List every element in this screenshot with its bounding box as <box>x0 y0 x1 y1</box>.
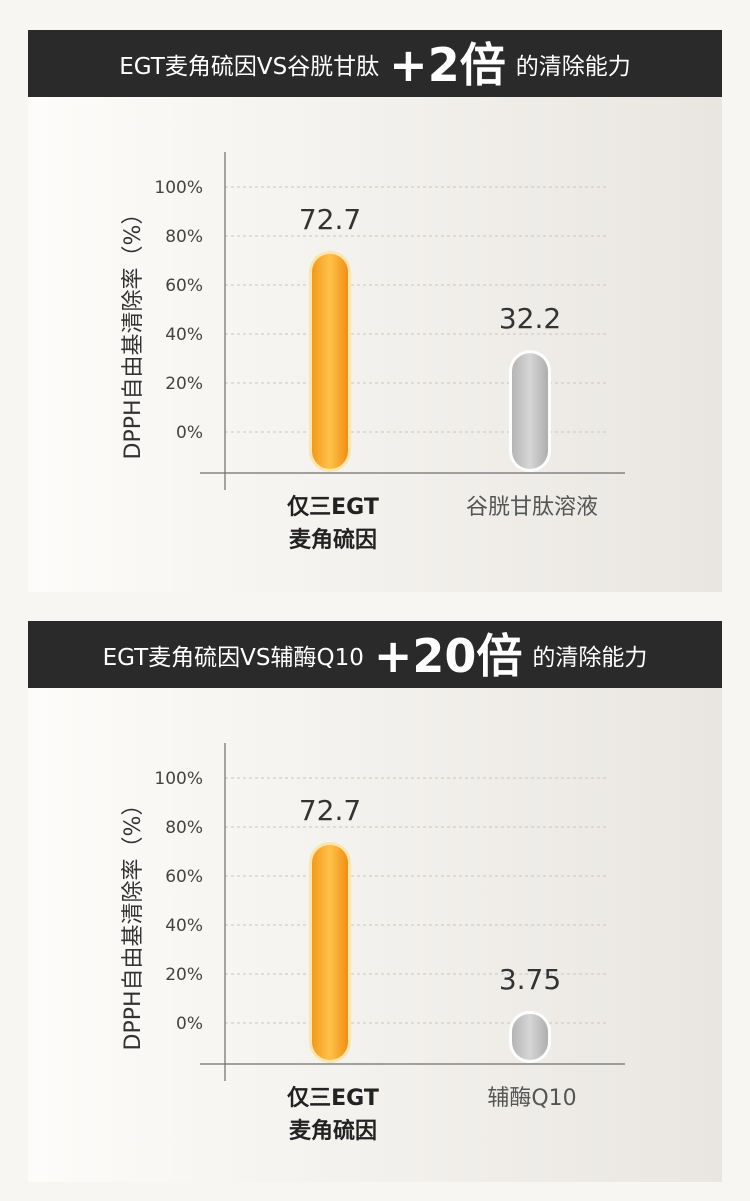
bar <box>512 1013 548 1060</box>
y-tick-label: 100% <box>154 178 203 198</box>
y-tick-label: 100% <box>154 769 203 789</box>
y-tick-label: 20% <box>165 965 203 985</box>
banner-multiplier: +20倍 <box>373 628 523 683</box>
y-tick-label: 0% <box>176 1014 203 1034</box>
bar-value-label: 72.7 <box>299 794 361 827</box>
category-label-line: 谷胱甘肽溶液 <box>465 495 598 520</box>
bar-chart: 100% 80% 60% 40% 20% 0% 72.7 3.75 <box>154 743 625 1081</box>
banner-prefix: EGT麦角硫因VS谷胱甘肽 <box>119 53 380 80</box>
y-tick-label: 60% <box>165 867 203 887</box>
bar-value-label: 32.2 <box>499 302 561 335</box>
bar <box>512 353 548 469</box>
category-label-line: 仅三EGT <box>287 495 379 520</box>
bar-value-label: 3.75 <box>499 963 561 996</box>
y-tick-label: 80% <box>165 818 203 838</box>
y-tick-label: 0% <box>176 423 203 443</box>
comparison-section-glutathione: EGT麦角硫因VS谷胱甘肽 +2倍 的清除能力 DPPH自由基清除率（%） 10… <box>28 30 722 592</box>
y-tick-label: 20% <box>165 374 203 394</box>
comparison-section-coq10: EGT麦角硫因VS辅酶Q10 +20倍 的清除能力 DPPH自由基清除率（%） … <box>28 621 722 1182</box>
banner-suffix: 的清除能力 <box>532 644 648 671</box>
banner-multiplier: +2倍 <box>389 37 506 92</box>
category-label-glutathione: 谷胱甘肽溶液 <box>422 491 642 524</box>
category-label-line: 辅酶Q10 <box>487 1086 577 1111</box>
bar <box>312 253 348 469</box>
y-tick-label: 80% <box>165 227 203 247</box>
category-label-line: 麦角硫因 <box>288 1119 377 1144</box>
banner-suffix: 的清除能力 <box>515 53 631 80</box>
category-label-line: 仅三EGT <box>287 1086 379 1111</box>
comparison-banner: EGT麦角硫因VS辅酶Q10 +20倍 的清除能力 <box>28 621 722 688</box>
y-tick-label: 40% <box>165 916 203 936</box>
category-label-egt: 仅三EGT 麦角硫因 <box>223 491 443 557</box>
bar-chart: 100% 80% 60% 40% 20% 0% 72.7 32.2 <box>154 152 625 490</box>
category-label-line: 麦角硫因 <box>288 528 377 553</box>
chart-panel: DPPH自由基清除率（%） 100% 80% 60% 40% 20% 0% 72.7 3.75… <box>28 688 722 1182</box>
category-label-coq10: 辅酶Q10 <box>422 1082 642 1115</box>
comparison-banner: EGT麦角硫因VS谷胱甘肽 +2倍 的清除能力 <box>28 30 722 97</box>
banner-prefix: EGT麦角硫因VS辅酶Q10 <box>102 644 364 671</box>
y-tick-label: 60% <box>165 276 203 296</box>
category-label-egt: 仅三EGT 麦角硫因 <box>223 1082 443 1148</box>
chart-panel: DPPH自由基清除率（%） 100% 80% 60% 40% 20% 0% 72.7 32.2… <box>28 97 722 592</box>
bar-value-label: 72.7 <box>299 203 361 236</box>
bar <box>312 844 348 1060</box>
y-tick-label: 40% <box>165 325 203 345</box>
